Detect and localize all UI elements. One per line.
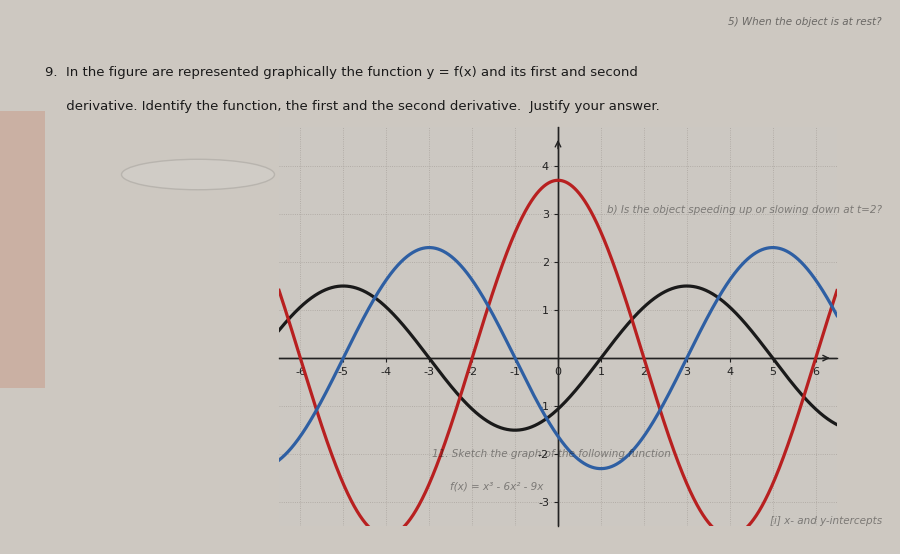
Text: b) Is the object speeding up or slowing down at t=2?: b) Is the object speeding up or slowing … — [607, 205, 882, 215]
Text: f(x) = x³ - 6x² - 9x: f(x) = x³ - 6x² - 9x — [450, 482, 544, 492]
Text: 11. Sketch the graph of the following function: 11. Sketch the graph of the following fu… — [432, 449, 670, 459]
Text: 5) When the object is at rest?: 5) When the object is at rest? — [728, 17, 882, 27]
Text: 9.  In the figure are represented graphically the function y = f(x) and its firs: 9. In the figure are represented graphic… — [45, 66, 638, 79]
Text: [i] x- and y-intercepts: [i] x- and y-intercepts — [770, 516, 882, 526]
Text: derivative. Identify the function, the first and the second derivative.  Justify: derivative. Identify the function, the f… — [45, 100, 660, 112]
